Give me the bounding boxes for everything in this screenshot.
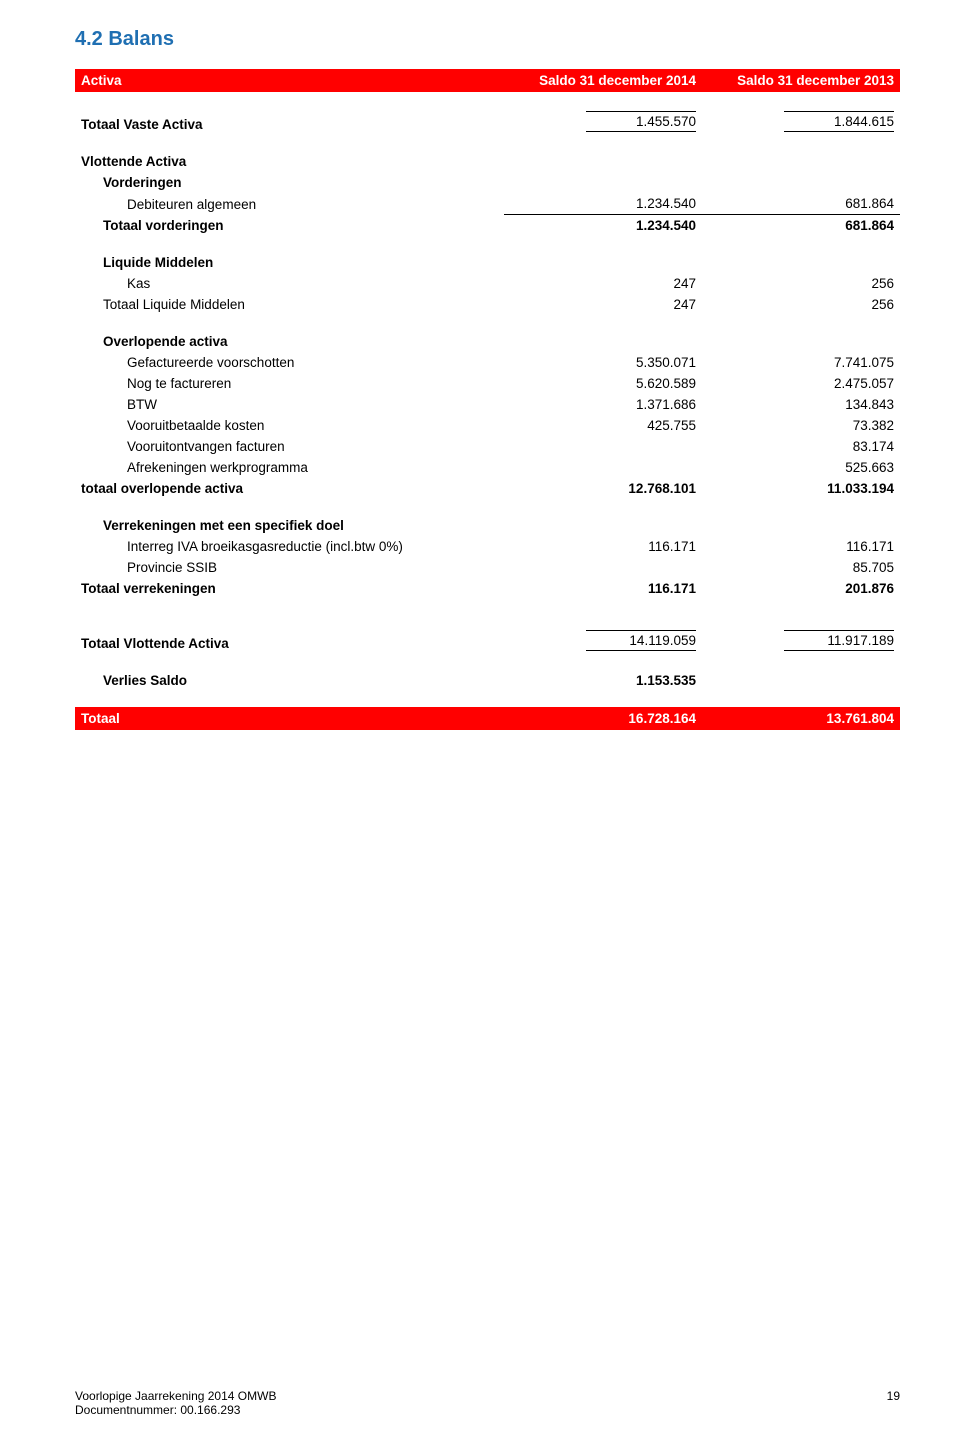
row-label: Vooruitontvangen facturen (75, 436, 504, 457)
liquide-total-label: Totaal Liquide Middelen (75, 294, 504, 315)
vlottende-heading: Vlottende Activa (75, 151, 504, 172)
row-v1: 247 (504, 273, 702, 294)
row-v1: 1.371.686 (504, 394, 702, 415)
boxed-value: 1.844.615 (784, 111, 894, 132)
table-row: Vooruitontvangen facturen 83.174 (75, 436, 900, 457)
vaste-activa-v2: 1.844.615 (702, 108, 900, 135)
table-row: Interreg IVA broeikasgasreductie (incl.b… (75, 536, 900, 557)
table-header-row: Activa Saldo 31 december 2014 Saldo 31 d… (75, 69, 900, 92)
boxed-value: 1.455.570 (586, 111, 696, 132)
grand-total-v1: 16.728.164 (504, 707, 702, 730)
table-row: Nog te factureren 5.620.589 2.475.057 (75, 373, 900, 394)
vorderingen-heading: Vorderingen (75, 172, 504, 193)
balance-table: Activa Saldo 31 december 2014 Saldo 31 d… (75, 69, 900, 730)
page: 4.2 Balans Activa Saldo 31 december 2014… (0, 0, 960, 1443)
verlies-v2 (702, 670, 900, 691)
verrekeningen-heading: Verrekeningen met een specifiek doel (75, 515, 504, 536)
row-v1: 116.171 (504, 536, 702, 557)
vaste-activa-row: Totaal Vaste Activa 1.455.570 1.844.615 (75, 108, 900, 135)
row-v2: 256 (702, 273, 900, 294)
overlopende-total-label: totaal overlopende activa (75, 478, 504, 499)
liquide-total-v1: 247 (504, 294, 702, 315)
verrekeningen-total-v1: 116.171 (504, 578, 702, 599)
vlottende-total-v2: 11.917.189 (702, 627, 900, 654)
row-label: Gefactureerde voorschotten (75, 352, 504, 373)
vlottende-total-v1: 14.119.059 (504, 627, 702, 654)
overlopende-total-row: totaal overlopende activa 12.768.101 11.… (75, 478, 900, 499)
liquide-total-row: Totaal Liquide Middelen 247 256 (75, 294, 900, 315)
table-row: Kas 247 256 (75, 273, 900, 294)
table-row: Gefactureerde voorschotten 5.350.071 7.7… (75, 352, 900, 373)
vlottende-heading-row: Vlottende Activa (75, 151, 900, 172)
row-v1: 1.234.540 (504, 193, 702, 215)
row-label: Afrekeningen werkprogramma (75, 457, 504, 478)
table-row: Afrekeningen werkprogramma 525.663 (75, 457, 900, 478)
footer-line1: Voorlopige Jaarrekening 2014 OMWB (75, 1389, 900, 1403)
row-v2: 7.741.075 (702, 352, 900, 373)
row-v1 (504, 436, 702, 457)
vorderingen-heading-row: Vorderingen (75, 172, 900, 193)
verrekeningen-total-v2: 201.876 (702, 578, 900, 599)
header-label: Activa (75, 69, 504, 92)
row-v2: 525.663 (702, 457, 900, 478)
row-v1: 425.755 (504, 415, 702, 436)
page-footer: Voorlopige Jaarrekening 2014 OMWB Docume… (75, 1389, 900, 1417)
row-v1: 5.620.589 (504, 373, 702, 394)
row-label: BTW (75, 394, 504, 415)
grand-total-row: Totaal 16.728.164 13.761.804 (75, 707, 900, 730)
verlies-row: Verlies Saldo 1.153.535 (75, 670, 900, 691)
row-v2: 134.843 (702, 394, 900, 415)
row-label: Interreg IVA broeikasgasreductie (incl.b… (75, 536, 504, 557)
row-label: Provincie SSIB (75, 557, 504, 578)
overlopende-heading: Overlopende activa (75, 331, 504, 352)
verrekeningen-heading-row: Verrekeningen met een specifiek doel (75, 515, 900, 536)
liquide-total-v2: 256 (702, 294, 900, 315)
section-title: 4.2 Balans (75, 28, 900, 51)
header-col1: Saldo 31 december 2014 (504, 69, 702, 92)
row-label: Debiteuren algemeen (75, 193, 504, 215)
verrekeningen-total-row: Totaal verrekeningen 116.171 201.876 (75, 578, 900, 599)
vlottende-total-row: Totaal Vlottende Activa 14.119.059 11.91… (75, 627, 900, 654)
verrekeningen-total-label: Totaal verrekeningen (75, 578, 504, 599)
overlopende-heading-row: Overlopende activa (75, 331, 900, 352)
vlottende-total-label: Totaal Vlottende Activa (75, 627, 504, 654)
row-v2: 83.174 (702, 436, 900, 457)
grand-total-label: Totaal (75, 707, 504, 730)
table-row: BTW 1.371.686 134.843 (75, 394, 900, 415)
grand-total-v2: 13.761.804 (702, 707, 900, 730)
footer-line2: Documentnummer: 00.166.293 (75, 1403, 900, 1417)
row-v2: 73.382 (702, 415, 900, 436)
overlopende-total-v1: 12.768.101 (504, 478, 702, 499)
overlopende-total-v2: 11.033.194 (702, 478, 900, 499)
liquide-heading: Liquide Middelen (75, 252, 504, 273)
boxed-value: 14.119.059 (586, 630, 696, 651)
table-row: Debiteuren algemeen 1.234.540 681.864 (75, 193, 900, 215)
verlies-v1: 1.153.535 (504, 670, 702, 691)
vorderingen-total-label: Totaal vorderingen (75, 215, 504, 237)
table-row: Provincie SSIB 85.705 (75, 557, 900, 578)
vorderingen-total-row: Totaal vorderingen 1.234.540 681.864 (75, 215, 900, 237)
boxed-value: 11.917.189 (784, 630, 894, 651)
verlies-label: Verlies Saldo (75, 670, 504, 691)
row-v1 (504, 457, 702, 478)
row-v2: 116.171 (702, 536, 900, 557)
table-row: Vooruitbetaalde kosten 425.755 73.382 (75, 415, 900, 436)
vorderingen-total-v1: 1.234.540 (504, 215, 702, 237)
row-v2: 2.475.057 (702, 373, 900, 394)
row-v1: 5.350.071 (504, 352, 702, 373)
row-label: Nog te factureren (75, 373, 504, 394)
vaste-activa-label: Totaal Vaste Activa (75, 108, 504, 135)
row-v2: 681.864 (702, 193, 900, 215)
row-v1 (504, 557, 702, 578)
row-label: Kas (75, 273, 504, 294)
vorderingen-total-v2: 681.864 (702, 215, 900, 237)
page-number: 19 (887, 1389, 900, 1403)
vaste-activa-v1: 1.455.570 (504, 108, 702, 135)
row-label: Vooruitbetaalde kosten (75, 415, 504, 436)
liquide-heading-row: Liquide Middelen (75, 252, 900, 273)
header-col2: Saldo 31 december 2013 (702, 69, 900, 92)
row-v2: 85.705 (702, 557, 900, 578)
